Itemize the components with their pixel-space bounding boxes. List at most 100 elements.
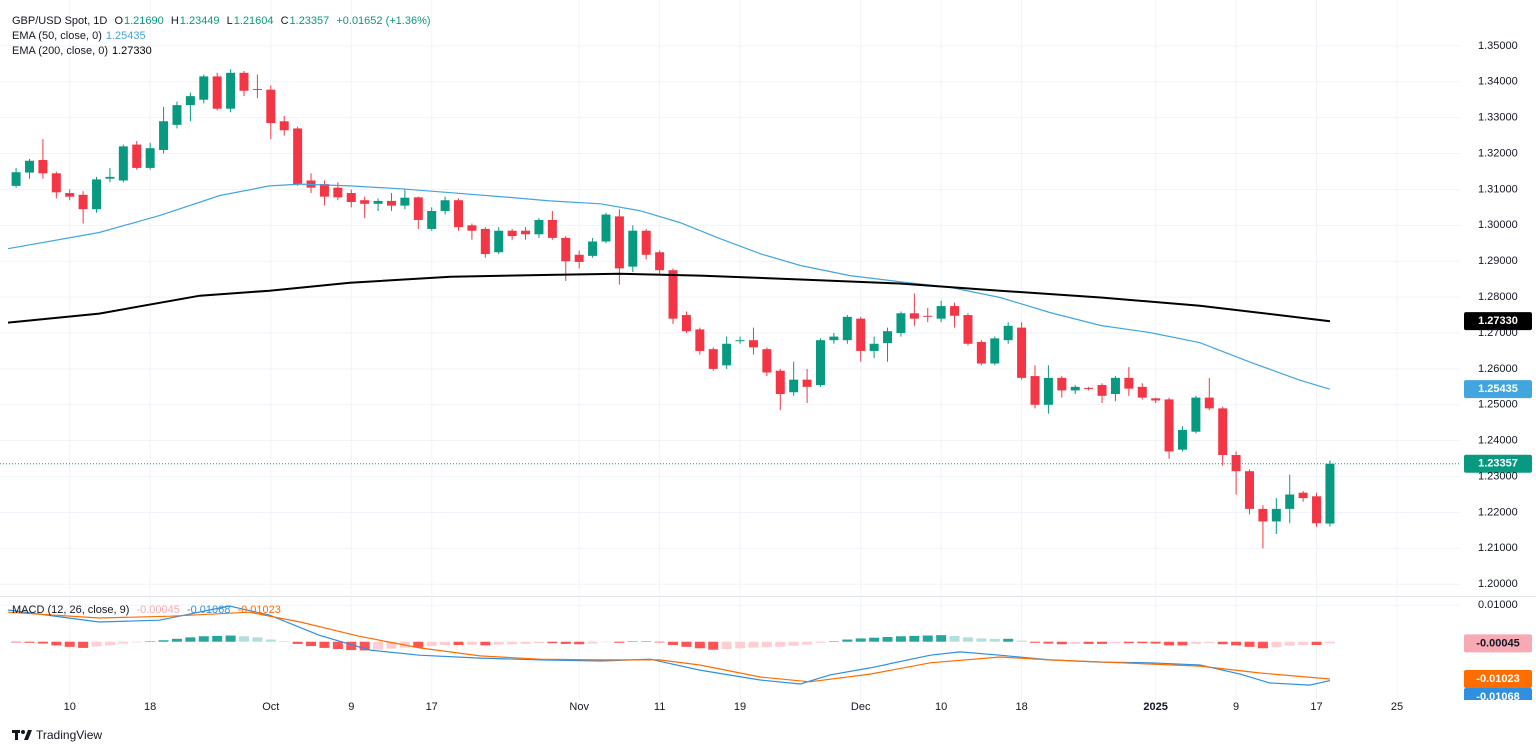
histogram-bar (802, 641, 813, 645)
candle-body (145, 148, 155, 168)
histogram-bar (171, 638, 182, 642)
value-badge-label: 1.23357 (1478, 458, 1518, 470)
x-tick-label: 11 (654, 701, 665, 713)
histogram-bar (1217, 641, 1228, 645)
histogram-bar (359, 641, 370, 651)
candle-body (38, 160, 48, 174)
change: +0.01652 (+1.36%) (336, 15, 431, 27)
histogram-bar (1150, 641, 1161, 644)
histogram-bar (1244, 641, 1255, 647)
ema-legend: EMA (50, close, 0) 1.25435 (12, 29, 435, 44)
histogram-bar (614, 641, 625, 643)
candle-body (547, 219, 557, 238)
histogram-bar (252, 637, 263, 642)
candle-body (78, 194, 88, 210)
candle-body (695, 329, 705, 351)
histogram-bar (962, 637, 973, 642)
candle-body (1151, 398, 1161, 401)
ohlc-label: H (170, 15, 179, 27)
value-badge-label: -0.01068 (1476, 691, 1519, 703)
histogram-bar (11, 641, 22, 643)
histogram-bar (1177, 641, 1188, 646)
line-series (7, 183, 1331, 390)
candle-body (24, 160, 34, 173)
candle-body (507, 230, 517, 237)
ohlc-value: 1.23357 (289, 15, 330, 27)
line-series (7, 611, 1331, 683)
histogram-bar (1016, 640, 1027, 642)
candle-body (1084, 387, 1094, 389)
candle-body (1017, 327, 1027, 378)
series-name: EMA (200, close, 0) (12, 45, 108, 57)
candle-body (1110, 377, 1120, 395)
y-tick-label: 1.35000 (1478, 40, 1518, 52)
candle-body (708, 349, 718, 369)
candle-body (199, 76, 209, 100)
x-tick-label: 25 (1391, 701, 1403, 713)
candle-body (722, 343, 732, 366)
candle-body (400, 197, 410, 206)
candle-body (990, 338, 1000, 364)
histogram-bar (936, 635, 947, 642)
candle-body (319, 184, 329, 197)
histogram-bar (131, 641, 142, 643)
histogram-bar (668, 641, 679, 645)
candle-body (869, 343, 879, 351)
y-tick-label: 1.34000 (1478, 76, 1518, 88)
candle-body (762, 349, 772, 373)
symbol: GBP/USD Spot, 1D (12, 15, 108, 27)
histogram-bar (493, 641, 504, 645)
candle-body (172, 105, 182, 125)
histogram-bar (949, 635, 960, 642)
x-tick-label: 17 (1310, 701, 1322, 713)
candle-body (521, 230, 531, 235)
candle-body (909, 313, 919, 319)
histogram-bar (735, 641, 746, 649)
histogram-bar (748, 641, 759, 648)
histogram-bar (721, 641, 732, 649)
histogram-bar (64, 641, 75, 647)
candle-body (1043, 377, 1053, 405)
candle-body (950, 306, 960, 316)
histogram-bar (24, 641, 35, 643)
histogram-bar (520, 641, 531, 644)
x-tick-label: 10 (935, 701, 947, 713)
candle-body (923, 315, 933, 317)
value-badge (1464, 634, 1532, 653)
candle-body (681, 315, 691, 332)
candle-body (574, 254, 584, 262)
y-tick-label: 1.21000 (1478, 542, 1518, 554)
histogram-bar (1324, 641, 1335, 644)
histogram-bar (654, 641, 665, 643)
ohlc-value: 1.21690 (124, 15, 164, 27)
candle-body (1177, 429, 1187, 450)
y-tick-label: 1.31000 (1478, 183, 1518, 195)
candle-body (1298, 492, 1308, 499)
price-legend: GBP/USD Spot, 1D O1.21690 H1.23449 L1.21… (12, 14, 435, 59)
candle-body (601, 214, 611, 242)
candle-body (748, 340, 758, 348)
candle-body (815, 340, 825, 386)
histogram-bar (373, 641, 384, 650)
candle-body (105, 176, 115, 179)
y-tick-label: 1.27000 (1478, 327, 1518, 339)
histogram-bar (1164, 641, 1175, 646)
histogram-bar (413, 641, 424, 648)
candle-body (226, 72, 236, 109)
footer: TradingView (12, 728, 102, 742)
indicator-name: MACD (12, 26, close, 9) (12, 604, 130, 616)
histogram-bar (466, 641, 477, 645)
indicator-value: -0.01023 (237, 604, 281, 616)
histogram-bar (922, 635, 933, 642)
y-tick-label: 1.24000 (1478, 435, 1518, 447)
histogram-bar (1003, 638, 1014, 642)
candle-body (279, 121, 289, 131)
histogram-bar (587, 641, 598, 644)
histogram-bar (426, 641, 437, 647)
candle-body (373, 200, 383, 204)
value-badge (1464, 454, 1532, 473)
histogram-bar (198, 636, 209, 642)
candle-body (252, 88, 262, 90)
histogram-bar (989, 638, 1000, 642)
